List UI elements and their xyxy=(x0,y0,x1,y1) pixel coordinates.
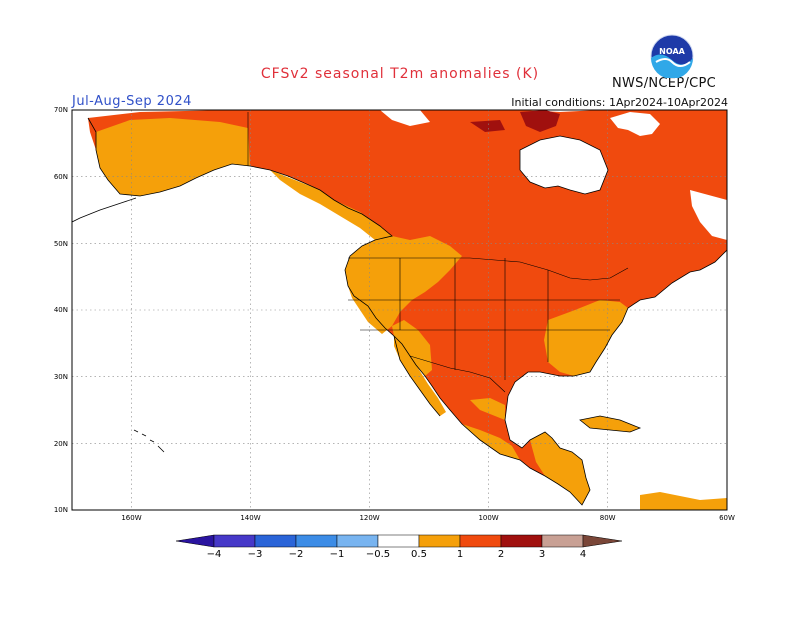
lat-tick-60n: 60N xyxy=(54,173,68,181)
anomaly-region-baffin xyxy=(610,112,660,136)
colorbar-m2-m1 xyxy=(295,534,338,548)
anomaly-region-gulf-coast-texas xyxy=(470,398,505,420)
longitude-ticks: 160W 140W 120W 100W 80W 60W xyxy=(121,514,735,522)
colorbar-label-p05: 0.5 xyxy=(411,549,427,560)
coastline xyxy=(87,117,727,506)
anomaly-region-south-america-tip xyxy=(640,492,727,510)
hudson-bay-outline xyxy=(519,135,609,195)
anomaly-region-ellesmere-2-3 xyxy=(470,120,505,132)
anomaly-region-hudson-bay xyxy=(520,136,608,194)
colorbar-label-m2: −2 xyxy=(289,549,304,560)
colorbar-m1-m05 xyxy=(336,534,379,548)
anomaly-region-baja xyxy=(394,336,446,416)
noaa-logo-text: NOAA xyxy=(659,47,685,56)
colorbar-label-p3: 3 xyxy=(539,549,545,560)
colorbar-label-m3: −3 xyxy=(248,549,263,560)
anomaly-region-southeast xyxy=(544,300,628,376)
colorbar-lt-m4 xyxy=(175,534,215,548)
colorbar-gt-4 xyxy=(582,534,623,548)
colorbar-label-p4: 4 xyxy=(580,549,586,560)
colorbar-labels: −4 −3 −2 −1 −0.5 0.5 1 2 3 4 xyxy=(207,549,587,560)
lon-tick-120w: 120W xyxy=(359,514,379,522)
lon-tick-100w: 100W xyxy=(478,514,498,522)
anomaly-region-central-america xyxy=(530,432,590,505)
lat-tick-50n: 50N xyxy=(54,240,68,248)
season-label: Jul-Aug-Sep 2024 xyxy=(72,94,192,109)
colorbar-p1-2 xyxy=(459,534,502,548)
colorbar-p05-1 xyxy=(418,534,461,548)
baja-outline xyxy=(393,335,441,417)
anomaly-region-arctic-2-3 xyxy=(520,110,560,132)
initial-conditions-label: Initial conditions: 1Apr2024-10Apr2024 xyxy=(511,96,728,109)
colorbar-p3-4 xyxy=(541,534,584,548)
noaa-logo: NOAA xyxy=(650,34,694,78)
lon-tick-80w: 80W xyxy=(600,514,616,522)
anomaly-region-labrador-sea xyxy=(690,190,727,240)
anomaly-region-southwest xyxy=(392,320,432,376)
colorbar xyxy=(175,534,623,548)
lat-tick-10n: 10N xyxy=(54,506,68,514)
anomaly-region-pacific-coast xyxy=(270,170,462,334)
colorbar-m3-m2 xyxy=(254,534,297,548)
anomaly-field xyxy=(72,110,727,510)
agency-label: NWS/NCEP/CPC xyxy=(612,76,717,91)
lon-tick-160w: 160W xyxy=(121,514,141,522)
colorbar-label-p1: 1 xyxy=(457,549,463,560)
aleutian-islands xyxy=(72,197,137,223)
colorbar-label-m1: −1 xyxy=(330,549,345,560)
hawaii-islands xyxy=(133,429,165,453)
colorbar-label-m05: −0.5 xyxy=(366,549,390,560)
political-boundaries xyxy=(247,112,629,393)
lat-tick-20n: 20N xyxy=(54,440,68,448)
anomaly-region-north-america xyxy=(88,110,727,505)
lon-tick-60w: 60W xyxy=(719,514,735,522)
map-title: CFSv2 seasonal T2m anomalies (K) xyxy=(260,66,540,82)
lon-tick-140w: 140W xyxy=(240,514,260,522)
lat-tick-30n: 30N xyxy=(54,373,68,381)
latitude-ticks: 70N 60N 50N 40N 30N 20N 10N xyxy=(54,106,68,514)
lat-tick-40n: 40N xyxy=(54,306,68,314)
anomaly-region-alaska xyxy=(96,118,250,196)
colorbar-m4-m3 xyxy=(213,534,256,548)
cuba-outline xyxy=(579,415,642,433)
graticule xyxy=(72,110,727,510)
colorbar-neutral xyxy=(377,534,420,548)
lat-tick-70n: 70N xyxy=(54,106,68,114)
anomaly-region-mexico-south xyxy=(462,424,520,460)
map-frame xyxy=(71,109,728,511)
colorbar-label-p2: 2 xyxy=(498,549,504,560)
colorbar-label-m4: −4 xyxy=(207,549,222,560)
anomaly-region-cuba xyxy=(580,416,640,432)
anomaly-region-arctic-sea xyxy=(380,110,430,126)
colorbar-p2-3 xyxy=(500,534,543,548)
